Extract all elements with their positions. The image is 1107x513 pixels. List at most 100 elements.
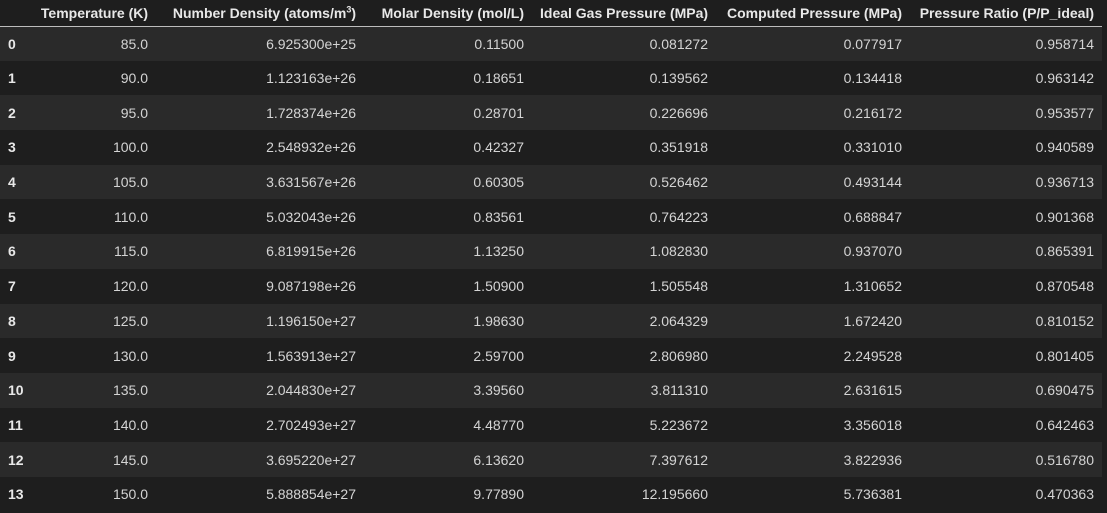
cell-temperature: 120.0	[112, 278, 148, 295]
cell-computed-pressure: 2.249528	[843, 347, 902, 364]
cell-computed-pressure: 1.310652	[843, 278, 902, 295]
cell-temperature: 90.0	[120, 70, 148, 87]
table-row: 7 120.0 9.087198e+26 1.50900 1.505548 1.31065…	[0, 268, 1102, 304]
cell-temperature: 100.0	[112, 139, 148, 156]
row-index: 7	[8, 278, 16, 295]
cell-molar-density: 3.39560	[473, 382, 524, 399]
cell-molar-density: 0.18651	[473, 70, 524, 87]
header-index	[0, 0, 30, 27]
cell-ideal-pressure: 0.226696	[649, 104, 708, 121]
table-row: 0 85.0 6.925300e+25 0.11500 0.081272 0.077917…	[0, 26, 1102, 61]
cell-pressure-ratio: 0.690475	[1035, 382, 1094, 399]
cell-molar-density: 0.83561	[473, 208, 524, 225]
cell-temperature: 145.0	[112, 451, 148, 468]
header-ideal-pressure: Ideal Gas Pressure (MPa)	[532, 0, 716, 27]
cell-computed-pressure: 0.216172	[843, 104, 902, 121]
cell-pressure-ratio: 0.516780	[1035, 451, 1094, 468]
cell-pressure-ratio: 0.810152	[1035, 312, 1094, 329]
cell-ideal-pressure: 0.139562	[649, 70, 708, 87]
cell-molar-density: 6.13620	[473, 451, 524, 468]
row-index: 12	[8, 451, 24, 468]
table-row: 2 95.0 1.728374e+26 0.28701 0.226696 0.216172…	[0, 95, 1102, 131]
cell-temperature: 95.0	[120, 104, 148, 121]
cell-ideal-pressure: 1.505548	[649, 278, 708, 295]
table-row: 13 150.0 5.888854e+27 9.77890 12.195660 5.736…	[0, 476, 1102, 512]
cell-pressure-ratio: 0.940589	[1035, 139, 1094, 156]
table-row: 10 135.0 2.044830e+27 3.39560 3.811310 2.6316…	[0, 372, 1102, 408]
cell-number-density: 5.032043e+26	[266, 208, 356, 225]
table-row: 4 105.0 3.631567e+26 0.60305 0.526462 0.49314…	[0, 164, 1102, 200]
cell-pressure-ratio: 0.936713	[1035, 174, 1094, 191]
cell-number-density: 1.196150e+27	[266, 312, 356, 329]
cell-ideal-pressure: 0.526462	[649, 174, 708, 191]
row-index: 9	[8, 347, 16, 364]
table-row: 5 110.0 5.032043e+26 0.83561 0.764223 0.68884…	[0, 199, 1102, 235]
cell-ideal-pressure: 2.806980	[649, 347, 708, 364]
cell-molar-density: 1.98630	[473, 312, 524, 329]
cell-molar-density: 4.48770	[473, 416, 524, 433]
table-header: Temperature (K) Number Density (atoms/m3…	[0, 0, 1102, 27]
cell-molar-density: 0.42327	[473, 139, 524, 156]
row-index: 6	[8, 243, 16, 260]
header-temperature: Temperature (K)	[30, 0, 156, 27]
cell-number-density: 5.888854e+27	[266, 486, 356, 503]
row-index: 13	[8, 486, 24, 503]
cell-pressure-ratio: 0.958714	[1035, 35, 1094, 52]
cell-ideal-pressure: 0.764223	[649, 208, 708, 225]
table-row: 9 130.0 1.563913e+27 2.59700 2.806980 2.24952…	[0, 338, 1102, 373]
cell-temperature: 105.0	[112, 174, 148, 191]
cell-number-density: 9.087198e+26	[266, 278, 356, 295]
cell-computed-pressure: 0.134418	[843, 70, 902, 87]
cell-molar-density: 9.77890	[473, 486, 524, 503]
cell-pressure-ratio: 0.642463	[1035, 416, 1094, 433]
cell-number-density: 2.548932e+26	[266, 139, 356, 156]
table-row: 1 90.0 1.123163e+26 0.18651 0.139562 0.134418…	[0, 60, 1102, 96]
row-index: 0	[8, 35, 16, 52]
header-number-density-close: )	[351, 4, 356, 21]
cell-pressure-ratio: 0.470363	[1035, 486, 1094, 503]
cell-molar-density: 0.28701	[473, 104, 524, 121]
cell-temperature: 110.0	[114, 208, 148, 225]
cell-ideal-pressure: 1.082830	[649, 243, 708, 260]
cell-ideal-pressure: 7.397612	[649, 451, 708, 468]
cell-number-density: 2.702493e+27	[266, 416, 356, 433]
cell-number-density: 1.123163e+26	[266, 70, 356, 87]
cell-number-density: 3.695220e+27	[266, 451, 356, 468]
cell-computed-pressure: 0.331010	[843, 139, 902, 156]
cell-computed-pressure: 2.631615	[843, 382, 902, 399]
cell-molar-density: 0.11500	[474, 35, 524, 52]
cell-pressure-ratio: 0.865391	[1035, 243, 1094, 260]
cell-ideal-pressure: 5.223672	[649, 416, 708, 433]
cell-pressure-ratio: 0.801405	[1035, 347, 1094, 364]
row-index: 11	[8, 416, 23, 433]
cell-temperature: 125.0	[112, 312, 148, 329]
cell-molar-density: 2.59700	[473, 347, 524, 364]
cell-computed-pressure: 0.077917	[843, 35, 902, 52]
table-body: 0 85.0 6.925300e+25 0.11500 0.081272 0.077917…	[0, 26, 1102, 512]
cell-number-density: 6.925300e+25	[266, 35, 356, 52]
cell-pressure-ratio: 0.901368	[1035, 208, 1094, 225]
header-pressure-ratio: Pressure Ratio (P/P_ideal)	[910, 0, 1102, 27]
cell-pressure-ratio: 0.953577	[1035, 104, 1094, 121]
cell-computed-pressure: 1.672420	[843, 312, 902, 329]
cell-molar-density: 0.60305	[473, 174, 524, 191]
cell-number-density: 1.728374e+26	[266, 104, 356, 121]
cell-temperature: 135.0	[112, 382, 148, 399]
cell-molar-density: 1.13250	[473, 243, 524, 260]
table-row: 6 115.0 6.819915e+26 1.13250 1.082830 0.93707…	[0, 234, 1102, 269]
cell-pressure-ratio: 0.870548	[1035, 278, 1094, 295]
cell-number-density: 2.044830e+27	[266, 382, 356, 399]
header-computed-pressure: Computed Pressure (MPa)	[716, 0, 910, 27]
table-row: 3 100.0 2.548932e+26 0.42327 0.351918 0.33101…	[0, 130, 1102, 165]
table-row: 11 140.0 2.702493e+27 4.48770 5.223672 3.3560…	[0, 407, 1102, 443]
cell-ideal-pressure: 3.811310	[650, 382, 708, 399]
cell-number-density: 3.631567e+26	[266, 174, 356, 191]
cell-temperature: 115.0	[114, 243, 148, 260]
cell-temperature: 85.0	[120, 35, 148, 52]
cell-computed-pressure: 3.356018	[843, 416, 902, 433]
cell-computed-pressure: 3.822936	[843, 451, 902, 468]
header-row: Temperature (K) Number Density (atoms/m3…	[0, 0, 1102, 27]
cell-ideal-pressure: 0.351918	[649, 139, 708, 156]
row-index: 3	[8, 139, 16, 156]
